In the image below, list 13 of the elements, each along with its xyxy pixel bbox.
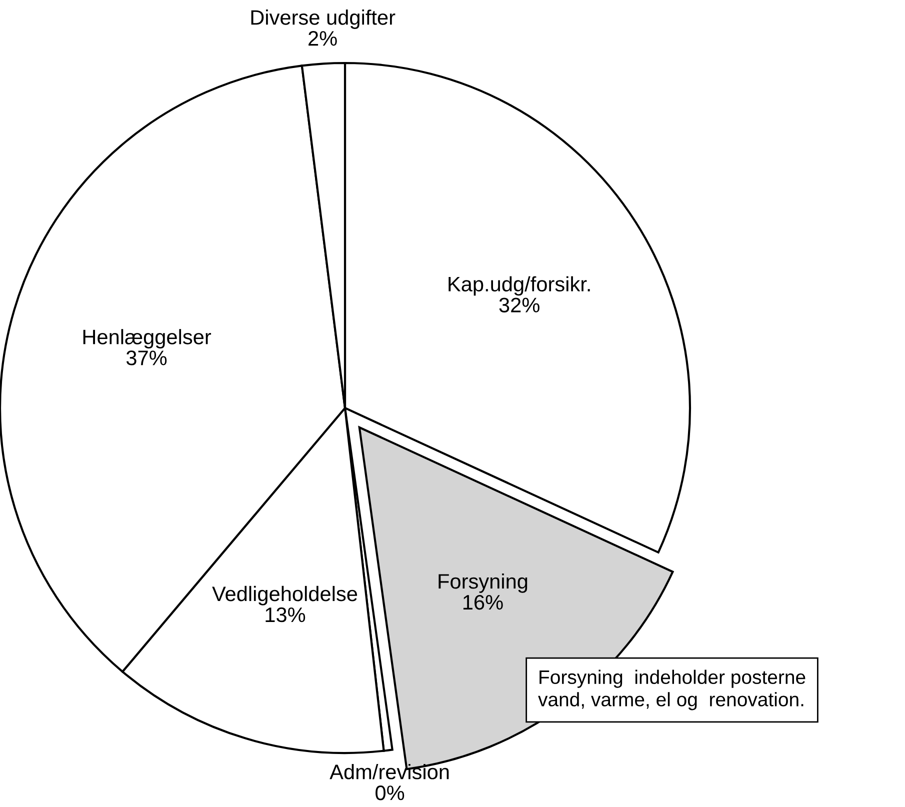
- slice-label: Henlæggelser: [83, 329, 212, 348]
- slice-label: Forsyning: [438, 573, 528, 593]
- data-label: 16%: [463, 594, 503, 610]
- data-label: 0%: [376, 785, 404, 800]
- slice-label: Kap.udg/forsikr.: [448, 276, 590, 296]
- slice-label: Vedligeholdelse: [212, 586, 358, 606]
- slice-label: Adm/revision: [330, 764, 449, 780]
- text: Forsyning indeholder posterne vand, varme, el og renovation.: [538, 670, 806, 710]
- data-label: 2%: [308, 31, 337, 46]
- slice-label: Diverse udgifter: [251, 10, 396, 29]
- data-label: 32%: [499, 298, 540, 312]
- data-label: 13%: [266, 607, 306, 622]
- data-label: 37%: [126, 350, 167, 366]
